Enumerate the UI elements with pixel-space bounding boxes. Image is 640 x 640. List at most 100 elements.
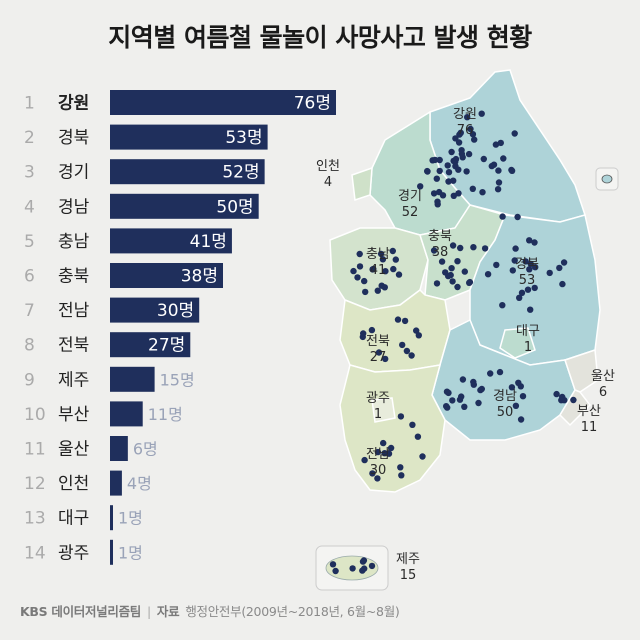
incident-dot xyxy=(508,384,516,391)
incident-dot xyxy=(559,393,566,401)
incident-dot xyxy=(375,349,383,356)
incident-dot xyxy=(397,413,405,420)
incident-dot xyxy=(469,131,477,138)
value-label: 30명 xyxy=(157,301,194,321)
chart-title: 지역별 여름철 물놀이 사망사고 발생 현황 xyxy=(108,23,532,52)
value-label: 50명 xyxy=(216,197,253,217)
incident-dot xyxy=(445,178,452,185)
incident-dot xyxy=(419,453,426,460)
region-ulsan xyxy=(564,348,599,393)
incident-dot xyxy=(443,388,451,395)
incident-dot xyxy=(448,265,455,272)
ulleungdo-island xyxy=(601,174,613,184)
map-region-name: 부산 xyxy=(577,404,601,419)
bar xyxy=(110,90,336,115)
value-label: 15명 xyxy=(160,370,195,389)
incident-dot xyxy=(458,150,466,158)
incident-dot xyxy=(395,271,403,278)
rank-label: 11 xyxy=(24,440,46,460)
incident-dot xyxy=(332,567,339,575)
category-label: 충북 xyxy=(58,267,89,287)
category-label: 경북 xyxy=(58,128,89,148)
incident-dot xyxy=(454,258,461,265)
rank-label: 3 xyxy=(24,163,35,183)
incident-dot xyxy=(361,277,368,285)
incident-dot xyxy=(382,355,389,363)
incident-dot xyxy=(413,327,420,334)
incident-dot xyxy=(414,433,422,440)
incident-dot xyxy=(522,258,529,265)
category-label: 전남 xyxy=(58,301,90,321)
incident-dot xyxy=(475,399,482,407)
incident-dot xyxy=(479,189,486,196)
incident-dot xyxy=(470,244,477,251)
bar xyxy=(110,263,223,288)
value-label: 27명 xyxy=(148,336,185,356)
incident-dot xyxy=(401,317,409,325)
incident-dot xyxy=(492,141,500,148)
incident-dot xyxy=(471,136,478,143)
map-region-name: 강원 xyxy=(453,107,477,122)
incident-dot xyxy=(514,213,521,221)
incident-dot xyxy=(494,186,502,193)
map-region-name: 전남 xyxy=(366,447,390,462)
incident-dot xyxy=(553,390,560,398)
map-region-value: 27 xyxy=(370,350,387,365)
category-label: 부산 xyxy=(58,405,90,425)
incident-dot xyxy=(469,185,476,192)
incident-dot xyxy=(430,247,438,254)
incident-dot xyxy=(449,397,456,404)
map-region-name: 충남 xyxy=(366,247,390,262)
map-region-name: 울산 xyxy=(591,369,615,384)
value-label: 41명 xyxy=(190,232,227,252)
incident-dot xyxy=(518,289,526,296)
value-label: 76명 xyxy=(294,94,331,114)
incident-dot xyxy=(397,464,404,471)
incident-dot xyxy=(480,155,487,163)
incident-dot xyxy=(350,267,357,275)
value-label: 38명 xyxy=(181,267,218,287)
region-busan xyxy=(559,389,591,427)
incident-dot xyxy=(509,267,516,274)
incident-dot xyxy=(495,179,503,186)
incident-dot xyxy=(449,278,456,285)
incident-dot xyxy=(467,125,474,133)
incident-dot xyxy=(433,280,441,287)
incident-dot xyxy=(398,472,405,479)
map-region-value: 4 xyxy=(324,175,332,190)
map-region-value: 1 xyxy=(374,407,382,422)
value-label: 52명 xyxy=(222,163,259,183)
map-regions xyxy=(329,69,601,493)
rank-label: 9 xyxy=(24,370,35,390)
value-label: 1명 xyxy=(118,543,143,562)
bar xyxy=(110,505,113,531)
incident-dot xyxy=(459,376,467,383)
map-region-name: 경북 xyxy=(515,257,539,272)
map-region-name: 인천 xyxy=(316,159,340,174)
map-region-name: 전북 xyxy=(366,334,390,349)
incident-dot xyxy=(381,284,388,291)
incident-dot xyxy=(448,148,455,156)
rank-label: 10 xyxy=(24,405,46,425)
rank-label: 12 xyxy=(24,474,46,494)
footer-source-text: 행정안전부(2009년~2018년, 6월~8월) xyxy=(185,604,400,619)
footer-separator: | xyxy=(146,604,151,619)
map-region-value: 41 xyxy=(370,263,387,278)
map-region-name: 제주 xyxy=(396,552,420,567)
incident-dot xyxy=(368,326,376,334)
incident-dot xyxy=(438,258,446,265)
map-region-name: 광주 xyxy=(366,391,390,406)
incident-dot xyxy=(464,114,471,121)
value-label: 1명 xyxy=(118,509,143,528)
incident-dot xyxy=(369,266,376,273)
incident-dot xyxy=(487,370,494,377)
incident-dot xyxy=(450,192,457,199)
incident-dot xyxy=(455,166,462,173)
incident-dot xyxy=(445,169,453,176)
rank-label: 5 xyxy=(24,232,35,252)
rank-label: 7 xyxy=(24,301,35,321)
incident-dot xyxy=(359,333,366,341)
incident-dot xyxy=(403,347,411,355)
incident-dot xyxy=(349,565,356,572)
incident-dot xyxy=(387,444,395,452)
